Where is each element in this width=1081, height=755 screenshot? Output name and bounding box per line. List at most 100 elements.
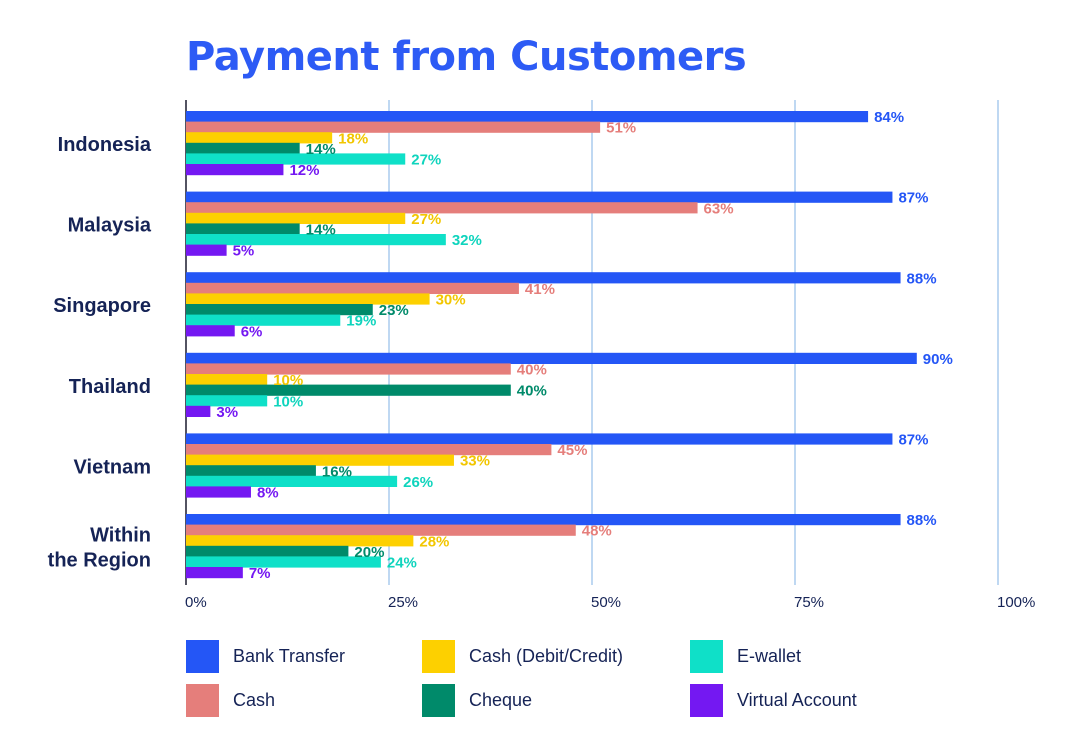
bar-vietnam-virtual-account — [186, 486, 251, 498]
category-label-singapore: Singapore — [53, 295, 151, 317]
category-label-malaysia: Malaysia — [68, 215, 152, 237]
legend-swatch — [422, 640, 455, 673]
x-tick-label-0: 0% — [185, 594, 207, 611]
bar-thailand-cash — [186, 363, 511, 375]
bar-within-the-region-cash — [186, 524, 576, 536]
legend-swatch — [690, 640, 723, 673]
value-label-vietnam-cheque: 16% — [322, 463, 352, 480]
value-label-indonesia-e-wallet: 27% — [411, 152, 441, 169]
bar-within-the-region-cheque — [186, 545, 349, 557]
value-label-vietnam-bank-transfer: 87% — [898, 432, 928, 449]
value-label-singapore-cash: 41% — [525, 281, 555, 298]
bar-vietnam-cash-debit-credit — [186, 454, 454, 466]
bar-indonesia-bank-transfer — [186, 111, 869, 123]
value-label-thailand-cash-debit-credit: 10% — [273, 372, 303, 389]
category-label-thailand: Thailand — [69, 376, 151, 398]
bar-singapore-cash — [186, 282, 519, 294]
legend-item-bank-transfer: Bank Transfer — [186, 640, 345, 673]
x-tick-label-100: 100% — [997, 594, 1035, 611]
value-label-malaysia-virtual-account: 5% — [233, 243, 255, 260]
legend-item-cash: Cash — [186, 684, 275, 717]
legend-item-virtual-account: Virtual Account — [690, 684, 857, 717]
bar-malaysia-cheque — [186, 223, 300, 235]
value-label-within-the-region-cheque: 20% — [354, 544, 384, 561]
legend-item-cheque: Cheque — [422, 684, 532, 717]
bar-indonesia-virtual-account — [186, 164, 284, 176]
bar-vietnam-cash — [186, 444, 552, 456]
bar-thailand-virtual-account — [186, 405, 211, 417]
value-label-malaysia-cash: 63% — [704, 200, 734, 217]
bar-within-the-region-cash-debit-credit — [186, 535, 414, 547]
bar-malaysia-e-wallet — [186, 234, 446, 246]
legend-swatch — [186, 640, 219, 673]
x-tick-label-75: 75% — [794, 594, 824, 611]
legend-item-e-wallet: E-wallet — [690, 640, 801, 673]
bar-singapore-e-wallet — [186, 314, 341, 326]
legend-label: Cash (Debit/Credit) — [469, 646, 624, 666]
bars — [186, 111, 917, 579]
bar-indonesia-e-wallet — [186, 153, 406, 165]
value-label-malaysia-cheque: 14% — [306, 222, 336, 239]
value-label-within-the-region-bank-transfer: 88% — [907, 512, 937, 529]
bar-chart: 84%51%18%14%27%12%87%63%27%14%32%5%88%41… — [48, 100, 1035, 611]
bar-vietnam-bank-transfer — [186, 433, 893, 445]
x-tick-label-25: 25% — [388, 594, 418, 611]
value-label-thailand-virtual-account: 3% — [216, 404, 238, 421]
value-label-indonesia-cash: 51% — [606, 120, 636, 137]
bar-singapore-cash-debit-credit — [186, 293, 430, 305]
category-label-line: Thailand — [69, 376, 151, 398]
bar-within-the-region-e-wallet — [186, 556, 381, 568]
category-label-indonesia: Indonesia — [58, 134, 152, 156]
value-label-vietnam-cash: 45% — [557, 442, 587, 459]
category-label-line: Within — [90, 525, 151, 547]
bar-malaysia-cash — [186, 202, 698, 214]
value-label-thailand-cash: 40% — [517, 362, 547, 379]
category-label-line: Vietnam — [74, 456, 151, 478]
bar-malaysia-bank-transfer — [186, 191, 893, 203]
value-label-singapore-bank-transfer: 88% — [907, 270, 937, 287]
bar-thailand-cash-debit-credit — [186, 374, 268, 386]
legend-label: Cash — [233, 690, 276, 710]
bar-thailand-bank-transfer — [186, 352, 917, 364]
bar-vietnam-e-wallet — [186, 475, 398, 487]
value-label-singapore-cheque: 23% — [379, 302, 409, 319]
value-label-vietnam-virtual-account: 8% — [257, 485, 279, 502]
category-label-line: the Region — [48, 550, 151, 572]
grid-lines — [185, 100, 999, 585]
value-labels: 84%51%18%14%27%12%87%63%27%14%32%5%88%41… — [216, 109, 952, 582]
value-label-singapore-virtual-account: 6% — [241, 323, 263, 340]
bar-within-the-region-bank-transfer — [186, 514, 901, 526]
bar-indonesia-cheque — [186, 142, 300, 154]
category-label-line: Indonesia — [58, 134, 152, 156]
category-label-line: Malaysia — [68, 215, 152, 237]
legend-label: E-wallet — [737, 646, 802, 666]
category-label-line: Singapore — [53, 295, 151, 317]
value-label-within-the-region-cash: 48% — [582, 523, 612, 540]
value-label-malaysia-cash-debit-credit: 27% — [411, 211, 441, 228]
legend-item-cash-debit-credit: Cash (Debit/Credit) — [422, 640, 623, 673]
legend-swatch — [690, 684, 723, 717]
value-label-vietnam-e-wallet: 26% — [403, 474, 433, 491]
value-label-thailand-cheque: 40% — [517, 383, 547, 400]
value-label-within-the-region-virtual-account: 7% — [249, 565, 271, 582]
bar-indonesia-cash-debit-credit — [186, 132, 333, 144]
value-label-thailand-bank-transfer: 90% — [923, 351, 953, 368]
bar-singapore-bank-transfer — [186, 272, 901, 284]
legend-label: Virtual Account — [737, 690, 857, 710]
bar-singapore-cheque — [186, 304, 373, 316]
bar-malaysia-virtual-account — [186, 244, 227, 256]
value-label-singapore-cash-debit-credit: 30% — [436, 292, 466, 309]
bar-malaysia-cash-debit-credit — [186, 212, 406, 224]
bar-singapore-virtual-account — [186, 325, 235, 337]
value-label-vietnam-cash-debit-credit: 33% — [460, 453, 490, 470]
legend: Bank Transfer Cash (Debit/Credit) E-wallet… — [186, 640, 1066, 740]
bar-thailand-e-wallet — [186, 395, 268, 407]
value-label-thailand-e-wallet: 10% — [273, 393, 303, 410]
legend-swatch — [186, 684, 219, 717]
value-label-malaysia-e-wallet: 32% — [452, 232, 482, 249]
legend-swatch — [422, 684, 455, 717]
value-label-malaysia-bank-transfer: 87% — [898, 190, 928, 207]
value-label-indonesia-virtual-account: 12% — [289, 162, 319, 179]
bar-indonesia-cash — [186, 121, 601, 133]
category-label-vietnam: Vietnam — [74, 456, 151, 478]
